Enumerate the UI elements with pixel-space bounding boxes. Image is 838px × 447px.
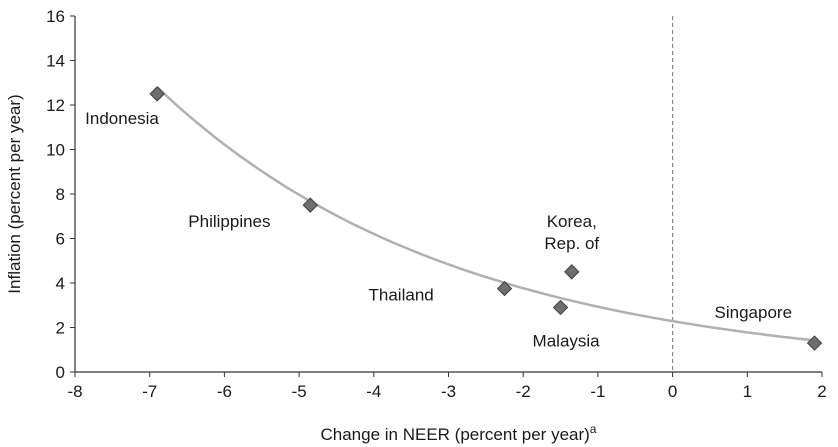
data-label-line: Indonesia bbox=[85, 109, 159, 128]
data-point bbox=[564, 264, 580, 280]
y-tick-label: 8 bbox=[56, 185, 65, 204]
x-tick-label: -1 bbox=[590, 382, 605, 401]
x-tick-label: -6 bbox=[217, 382, 232, 401]
data-point bbox=[806, 335, 823, 351]
data-label: Singapore bbox=[715, 303, 793, 322]
trendline-group bbox=[156, 86, 815, 342]
data-label-line: Thailand bbox=[369, 286, 434, 305]
data-point bbox=[302, 197, 319, 213]
data-label: Malaysia bbox=[533, 331, 601, 350]
x-tick-label: -7 bbox=[142, 382, 157, 401]
data-point bbox=[149, 86, 165, 102]
data-label: Thailand bbox=[369, 286, 434, 305]
x-axis-title: Change in NEER (percent per year)a bbox=[321, 422, 597, 444]
x-tick-label: -8 bbox=[67, 382, 82, 401]
x-tick-label: -4 bbox=[366, 382, 381, 401]
data-point bbox=[496, 280, 513, 297]
y-tick-label: 0 bbox=[56, 363, 65, 382]
data-points bbox=[149, 86, 823, 351]
data-label-line: Rep. of bbox=[544, 234, 599, 253]
data-label: Indonesia bbox=[85, 109, 159, 128]
y-tick-label: 2 bbox=[56, 319, 65, 338]
data-point bbox=[552, 299, 569, 316]
exponential-trendline bbox=[156, 86, 815, 342]
data-label-line: Korea, bbox=[547, 212, 597, 231]
y-tick-label: 16 bbox=[46, 7, 65, 26]
x-tick-label: 2 bbox=[817, 382, 826, 401]
y-tick-label: 14 bbox=[46, 52, 65, 71]
x-tick-label: 1 bbox=[743, 382, 752, 401]
x-tick-label: -3 bbox=[441, 382, 456, 401]
data-label-line: Philippines bbox=[188, 212, 270, 231]
point-labels: Indonesia Philippines Korea, Rep. of Thailan… bbox=[85, 109, 792, 351]
data-label-line: Malaysia bbox=[533, 331, 601, 350]
data-label: Philippines bbox=[188, 212, 270, 231]
y-tick-label: 12 bbox=[46, 96, 65, 115]
data-label: Korea, Rep. of bbox=[544, 212, 599, 253]
data-label-line: Singapore bbox=[715, 303, 793, 322]
x-tick-label: 0 bbox=[668, 382, 677, 401]
y-tick-label: 6 bbox=[56, 230, 65, 249]
y-tick-label: 4 bbox=[56, 274, 65, 293]
x-axis-title-text: Change in NEER (percent per year) bbox=[321, 425, 590, 444]
x-tick-label: -2 bbox=[516, 382, 531, 401]
y-axis-title: Inflation (percent per year) bbox=[5, 94, 24, 293]
x-axis-title-superscript: a bbox=[590, 422, 597, 436]
y-tick-label: 10 bbox=[46, 141, 65, 160]
x-tick-label: -5 bbox=[292, 382, 307, 401]
